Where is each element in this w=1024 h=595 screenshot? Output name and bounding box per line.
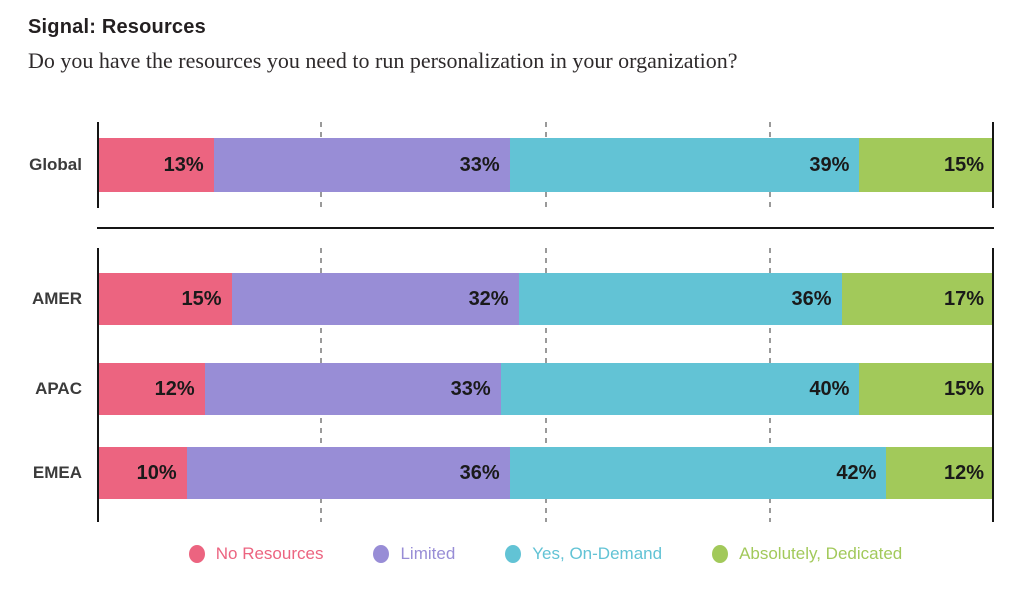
segment-limited: 36% — [186, 447, 510, 499]
right-boundary-line — [992, 248, 994, 522]
legend-dot-icon — [712, 545, 729, 563]
segment-no-resources: 10% — [97, 447, 187, 499]
bar-row-apac: APAC 12% 33% 40% 15% — [35, 363, 994, 415]
segment-yes-on-demand: 40% — [500, 363, 860, 415]
survey-question: Do you have the resources you need to ru… — [28, 48, 738, 73]
bar-row-amer: AMER 15% 32% 36% 17% — [32, 273, 994, 325]
segment-value-label: 33% — [450, 377, 491, 400]
segment-value-label: 36% — [459, 461, 500, 484]
stacked-bar: 12% 33% 40% 15% — [97, 363, 994, 415]
legend-label: No Resources — [215, 544, 324, 563]
segment-value-label: 32% — [468, 287, 509, 310]
page-title: Signal: Resources — [28, 16, 206, 38]
segment-limited: 33% — [213, 138, 510, 192]
regions-stacked-bar-chart: AMER 15% 32% 36% 17% APAC 12% 33% 40% 15% EMEA 10% 3… — [32, 248, 994, 522]
category-label: EMEA — [32, 463, 82, 482]
segment-value-label: 40% — [809, 377, 850, 400]
segment-value-label: 36% — [791, 287, 832, 310]
segment-yes-on-demand: 36% — [518, 273, 842, 325]
segment-limited: 32% — [231, 273, 519, 325]
global-stacked-bar-chart: Global 13% 33% 39% 15% — [29, 122, 994, 208]
segment-value-label: 39% — [809, 153, 850, 176]
bar-row-global: Global 13% 33% 39% 15% — [29, 138, 994, 192]
legend-label: Limited — [400, 544, 456, 563]
section-divider — [97, 227, 994, 229]
legend-label: Absolutely, Dedicated — [739, 544, 903, 563]
category-label: APAC — [35, 379, 82, 398]
stacked-bar: 13% 33% 39% 15% — [97, 138, 994, 192]
legend-dot-icon — [505, 545, 522, 563]
y-axis-line — [97, 122, 99, 208]
segment-no-resources: 13% — [97, 138, 214, 192]
segment-value-label: 42% — [836, 461, 877, 484]
category-label: AMER — [31, 289, 82, 308]
legend-item-limited: Limited — [373, 544, 455, 564]
segment-yes-on-demand: 39% — [509, 138, 860, 192]
segment-value-label: 15% — [181, 287, 222, 310]
segment-value-label: 12% — [943, 461, 984, 484]
segment-no-resources: 12% — [97, 363, 205, 415]
right-boundary-line — [992, 122, 994, 208]
legend-label: Yes, On-Demand — [532, 544, 663, 563]
bar-row-emea: EMEA 10% 36% 42% 12% — [33, 447, 994, 499]
segment-value-label: 13% — [163, 153, 204, 176]
segment-value-label: 17% — [943, 287, 984, 310]
legend-item-absolutely-dedicated: Absolutely, Dedicated — [712, 544, 902, 564]
segment-absolutely-dedicated: 12% — [886, 447, 994, 499]
segment-limited: 33% — [204, 363, 501, 415]
stacked-bar: 10% 36% 42% 12% — [97, 447, 994, 499]
segment-value-label: 15% — [943, 377, 984, 400]
stacked-bar: 15% 32% 36% 17% — [97, 273, 994, 325]
segment-absolutely-dedicated: 17% — [841, 273, 994, 325]
segment-absolutely-dedicated: 15% — [859, 363, 994, 415]
segment-value-label: 10% — [136, 461, 177, 484]
y-axis-line — [97, 248, 99, 522]
segment-value-label: 12% — [154, 377, 195, 400]
legend: No Resources Limited Yes, On-Demand Absolut… — [97, 544, 994, 564]
segment-absolutely-dedicated: 15% — [859, 138, 994, 192]
legend-item-no-resources: No Resources — [188, 544, 324, 564]
segment-yes-on-demand: 42% — [509, 447, 887, 499]
segment-value-label: 33% — [459, 153, 500, 176]
segment-no-resources: 15% — [97, 273, 232, 325]
category-label: Global — [29, 155, 82, 174]
legend-item-yes-on-demand: Yes, On-Demand — [505, 544, 662, 564]
legend-dot-icon — [373, 545, 390, 563]
legend-dot-icon — [188, 545, 205, 563]
segment-value-label: 15% — [943, 153, 984, 176]
